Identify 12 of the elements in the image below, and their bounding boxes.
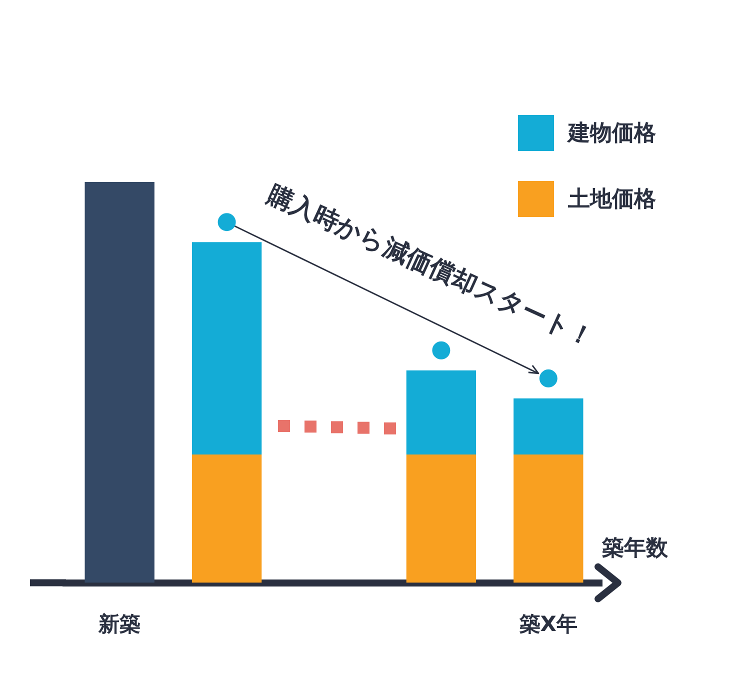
legend-label: 土地価格 — [568, 186, 656, 214]
legend-label: 建物価格 — [568, 120, 656, 148]
x-tick-label: 築X年 — [518, 612, 578, 636]
bar — [406, 454, 476, 583]
x-tick-label: 新築 — [98, 612, 141, 636]
bar — [514, 398, 584, 455]
bar — [514, 454, 584, 583]
bar — [84, 182, 154, 583]
bar — [192, 454, 262, 583]
bar — [192, 242, 262, 455]
x-axis-title: 築年数 — [602, 534, 668, 563]
bar — [406, 370, 476, 455]
